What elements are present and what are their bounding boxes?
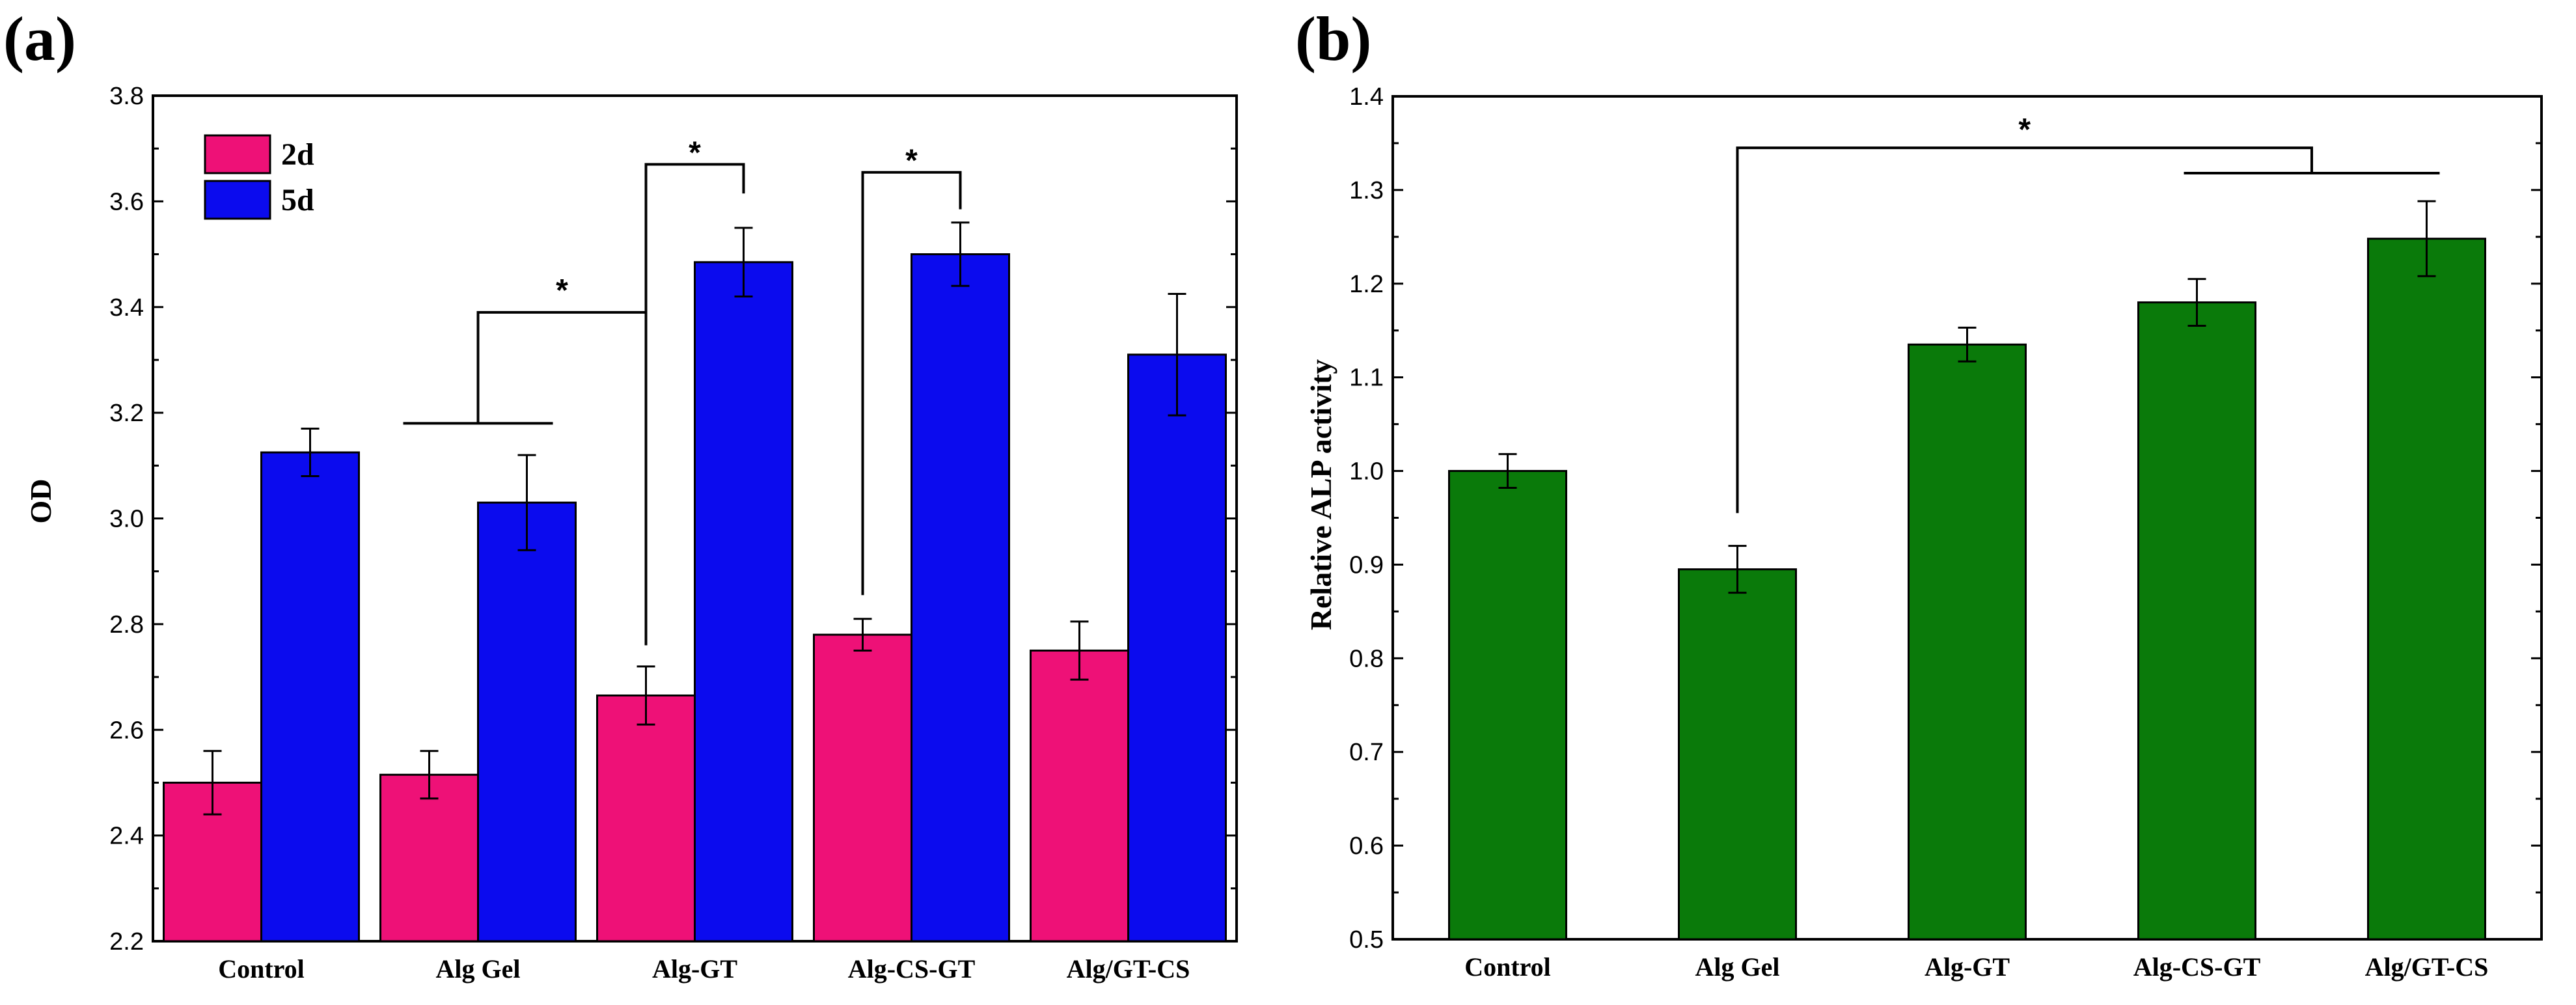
bar: [911, 253, 1010, 943]
y-tick-label: 3.8: [109, 83, 144, 110]
panel-b-label: (b): [1295, 4, 1371, 74]
legend-label: 2d: [281, 137, 314, 172]
bar: [477, 501, 577, 943]
x-tick-label: Control: [1464, 952, 1551, 982]
legend-label: 5d: [281, 183, 314, 217]
bar: [1030, 649, 1129, 943]
bar: [1908, 343, 2027, 941]
panel-a-label: (a): [3, 4, 76, 74]
bar: [2137, 301, 2256, 941]
bar: [2367, 238, 2486, 941]
y-tick-label: 3.4: [109, 294, 144, 322]
y-tick-label: 3.0: [109, 506, 144, 533]
panel-b-y-axis-title: Relative ALP activity: [1304, 359, 1337, 630]
bar: [1448, 470, 1567, 941]
y-tick-label: 1.4: [1349, 83, 1384, 111]
x-tick-label: Alg-CS-GT: [2133, 952, 2261, 982]
legend-swatch: [204, 134, 271, 174]
bar: [379, 773, 479, 943]
y-tick-label: 3.6: [109, 188, 144, 215]
y-tick-label: 2.8: [109, 611, 144, 639]
x-tick-label: Alg-CS-GT: [848, 954, 976, 984]
y-tick-label: 0.5: [1349, 926, 1384, 954]
x-tick-label: Alg-GT: [652, 954, 737, 984]
panel-a-chart: (a) OD 2.2 2.4 2.6 2.8 3.0 3.2 3.4 3.6 3.8 Contro…: [3, 4, 1238, 984]
bar: [596, 694, 696, 943]
significance-bracket: [1736, 146, 2313, 514]
x-tick-label: Alg/GT-CS: [1067, 954, 1190, 984]
y-tick-label: 1.0: [1349, 458, 1384, 486]
y-tick-label: 2.2: [109, 928, 144, 956]
bar: [1127, 353, 1227, 943]
x-tick-label: Alg Gel: [436, 954, 521, 984]
bar: [694, 261, 793, 943]
y-tick-label: 0.7: [1349, 739, 1384, 766]
y-tick-label: 2.4: [109, 823, 144, 850]
panel-b-chart: (b) Relative ALP activity 0.5 0.6 0.7 0.8 0.…: [1295, 4, 2543, 982]
y-tick-label: 0.9: [1349, 551, 1384, 579]
x-tick-label: Alg-GT: [1925, 952, 2010, 982]
x-tick-label: Control: [218, 954, 305, 984]
y-tick-label: 0.6: [1349, 833, 1384, 860]
y-tick-label: 0.8: [1349, 645, 1384, 672]
significance-bracket: [476, 310, 646, 424]
bar: [813, 633, 912, 943]
y-tick-label: 1.3: [1349, 177, 1384, 204]
y-tick-label: 1.2: [1349, 271, 1384, 298]
significance-star: *: [2018, 113, 2031, 147]
significance-bracket: [861, 171, 962, 596]
bar: [260, 451, 360, 943]
panel-a-y-axis-title: OD: [24, 479, 57, 524]
legend-swatch: [204, 180, 271, 220]
y-tick-label: 3.2: [109, 400, 144, 427]
significance-star: *: [556, 273, 568, 308]
significance-star: *: [905, 144, 918, 178]
y-tick-label: 1.1: [1349, 365, 1384, 392]
x-tick-label: Alg/GT-CS: [2365, 952, 2489, 982]
x-tick-label: Alg Gel: [1695, 952, 1780, 982]
bar: [1678, 568, 1797, 941]
significance-bracket: [644, 163, 745, 646]
significance-star: *: [689, 136, 701, 171]
y-tick-label: 2.6: [109, 717, 144, 744]
